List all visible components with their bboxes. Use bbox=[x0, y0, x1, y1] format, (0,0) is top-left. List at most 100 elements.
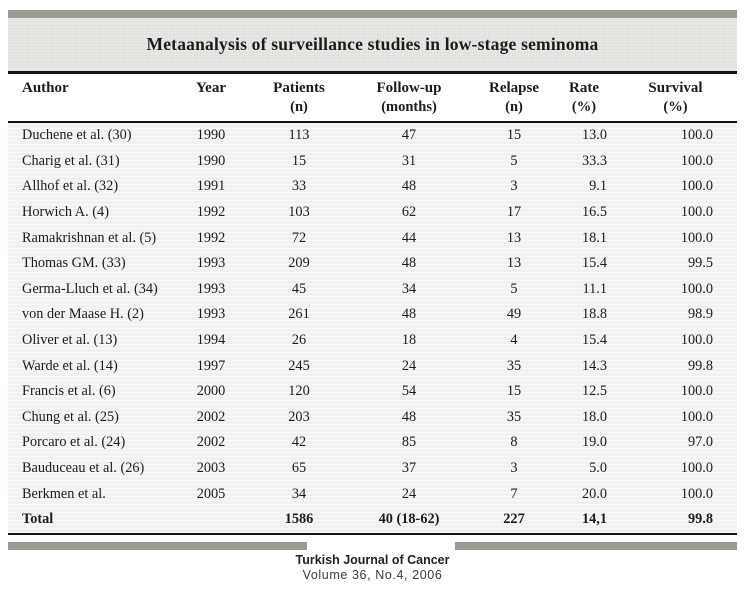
cell-relapse: 15 bbox=[506, 383, 522, 400]
rule-below-table bbox=[8, 532, 737, 535]
cell-followup: 54 bbox=[401, 383, 417, 400]
table-row: Germa-Lluch et al. (34) 1993 45 34 5 11.… bbox=[8, 277, 737, 303]
cell-rate: 11.1 bbox=[582, 280, 608, 297]
column-header-patients-label: Patients bbox=[273, 80, 325, 96]
cell-relapse: 13 bbox=[506, 229, 522, 246]
column-header-survival-label: Survival bbox=[648, 80, 703, 96]
cell-relapse: 8 bbox=[510, 434, 518, 451]
cell-survival: 100.0 bbox=[680, 332, 713, 349]
cell-followup: 62 bbox=[401, 204, 417, 221]
cell-patients: 15 bbox=[291, 152, 307, 169]
cell-survival: 100.0 bbox=[680, 408, 713, 425]
cell-year: 1990 bbox=[196, 127, 226, 144]
column-header-relapse: Relapse (n) bbox=[474, 79, 554, 116]
table-row: Charig et al. (31) 1990 15 31 5 33.3 100… bbox=[8, 149, 737, 175]
column-header-followup: Follow-up (months) bbox=[344, 79, 474, 116]
cell-year: 2002 bbox=[196, 434, 226, 451]
cell-rate: 18.8 bbox=[581, 306, 607, 323]
table-row: Warde et al. (14) 1997 245 24 35 14.3 99… bbox=[8, 353, 737, 379]
cell-survival: 100.0 bbox=[680, 229, 713, 246]
table-row-total: Total 1586 40 (18-62) 227 14,1 99.8 bbox=[8, 507, 737, 533]
cell-survival: 99.5 bbox=[687, 255, 713, 272]
column-header-author-label: Author bbox=[22, 80, 69, 96]
cell-relapse: 3 bbox=[510, 460, 518, 477]
table-row: Thomas GM. (33) 1993 209 48 13 15.4 99.5 bbox=[8, 251, 737, 277]
cell-total-followup: 40 (18-62) bbox=[378, 511, 440, 528]
cell-author: Porcaro et al. (24) bbox=[22, 434, 126, 451]
cell-survival: 100.0 bbox=[680, 178, 713, 195]
table-row: Duchene et al. (30) 1990 113 47 15 13.0 … bbox=[8, 123, 737, 149]
cell-patients: 120 bbox=[288, 383, 310, 400]
column-header-year-label: Year bbox=[196, 80, 226, 96]
cell-survival: 100.0 bbox=[680, 280, 713, 297]
cell-patients: 45 bbox=[291, 280, 307, 297]
table-row: Oliver et al. (13) 1994 26 18 4 15.4 100… bbox=[8, 328, 737, 354]
scanned-paper-page: Metaanalysis of surveillance studies in … bbox=[0, 10, 745, 592]
table-title: Metaanalysis of surveillance studies in … bbox=[146, 34, 599, 54]
cell-followup: 85 bbox=[401, 434, 417, 451]
cell-patients: 203 bbox=[288, 408, 310, 425]
cell-followup: 24 bbox=[401, 357, 417, 374]
cell-followup: 48 bbox=[401, 306, 417, 323]
cell-patients: 113 bbox=[288, 127, 310, 144]
journal-issue: Volume 36, No.4, 2006 bbox=[302, 567, 443, 582]
cell-relapse: 5 bbox=[510, 280, 518, 297]
cell-survival: 100.0 bbox=[680, 460, 713, 477]
cell-year: 1993 bbox=[196, 280, 226, 297]
column-header-survival-sub: (%) bbox=[663, 99, 688, 115]
column-header-relapse-label: Relapse bbox=[489, 80, 539, 96]
cell-relapse: 7 bbox=[510, 485, 518, 502]
cell-rate: 14.3 bbox=[581, 357, 607, 374]
cell-year: 2005 bbox=[196, 485, 226, 502]
table-header-row: Author Year Patients (n) Follow-up (mont… bbox=[8, 74, 737, 121]
cell-author: Horwich A. (4) bbox=[22, 204, 109, 221]
footer-notch bbox=[306, 538, 455, 552]
top-divider-bar bbox=[8, 10, 737, 18]
cell-followup: 48 bbox=[401, 408, 417, 425]
cell-patients: 245 bbox=[288, 357, 310, 374]
cell-relapse: 5 bbox=[510, 152, 518, 169]
cell-total-patients: 1586 bbox=[284, 511, 314, 528]
cell-rate: 15.4 bbox=[581, 255, 607, 272]
cell-rate: 13.0 bbox=[581, 127, 607, 144]
column-header-patients-sub: (n) bbox=[290, 99, 308, 115]
cell-total-rate: 14,1 bbox=[581, 511, 607, 528]
column-header-rate: Rate (%) bbox=[554, 79, 614, 116]
column-header-survival: Survival (%) bbox=[614, 79, 737, 116]
cell-followup: 24 bbox=[401, 485, 417, 502]
cell-rate: 15.4 bbox=[581, 332, 607, 349]
table-row: Ramakrishnan et al. (5) 1992 72 44 13 18… bbox=[8, 225, 737, 251]
cell-survival: 100.0 bbox=[680, 127, 713, 144]
cell-followup: 48 bbox=[401, 178, 417, 195]
cell-followup: 48 bbox=[401, 255, 417, 272]
cell-survival: 97.0 bbox=[687, 434, 713, 451]
cell-author: Ramakrishnan et al. (5) bbox=[22, 229, 157, 246]
cell-author: Warde et al. (14) bbox=[22, 357, 118, 374]
cell-year: 2000 bbox=[196, 383, 226, 400]
cell-year: 1992 bbox=[196, 204, 226, 221]
cell-author: Germa-Lluch et al. (34) bbox=[22, 280, 158, 297]
cell-relapse: 3 bbox=[510, 178, 518, 195]
table-row: Chung et al. (25) 2002 203 48 35 18.0 10… bbox=[8, 405, 737, 431]
cell-total-relapse: 227 bbox=[503, 511, 525, 528]
cell-followup: 18 bbox=[401, 332, 417, 349]
cell-relapse: 13 bbox=[506, 255, 522, 272]
column-header-author: Author bbox=[8, 79, 168, 116]
cell-rate: 18.1 bbox=[581, 229, 607, 246]
table-row: Bauduceau et al. (26) 2003 65 37 3 5.0 1… bbox=[8, 456, 737, 482]
cell-relapse: 35 bbox=[506, 357, 522, 374]
cell-followup: 44 bbox=[401, 229, 417, 246]
rule-below-title bbox=[8, 71, 737, 74]
page-footer: Turkish Journal of Cancer Volume 36, No.… bbox=[0, 538, 745, 582]
cell-rate: 16.5 bbox=[581, 204, 607, 221]
column-header-patients: Patients (n) bbox=[254, 79, 344, 116]
rule-below-header bbox=[8, 121, 737, 123]
cell-survival: 100.0 bbox=[680, 383, 713, 400]
cell-patients: 26 bbox=[291, 332, 307, 349]
cell-patients: 209 bbox=[288, 255, 310, 272]
column-header-followup-label: Follow-up bbox=[376, 80, 442, 96]
cell-relapse: 35 bbox=[506, 408, 522, 425]
cell-followup: 34 bbox=[401, 280, 417, 297]
cell-year: 2002 bbox=[196, 408, 226, 425]
cell-rate: 18.0 bbox=[581, 408, 607, 425]
